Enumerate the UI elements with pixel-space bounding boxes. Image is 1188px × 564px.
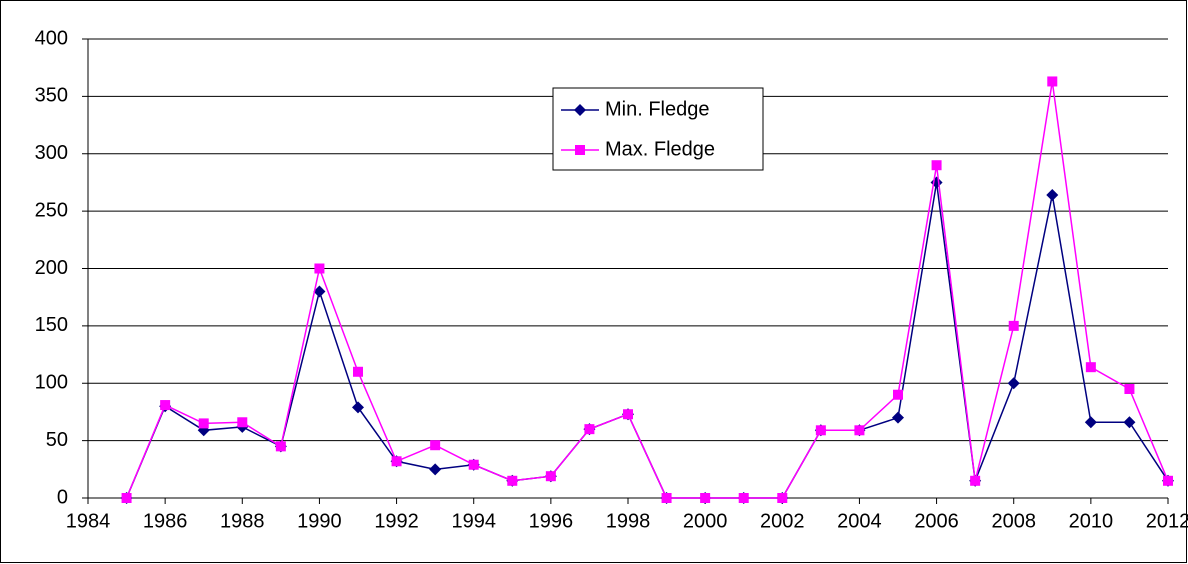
marker <box>507 475 518 486</box>
legend-label: Min. Fledge <box>605 98 710 120</box>
x-tick-label: 2008 <box>991 510 1036 532</box>
marker <box>313 285 326 298</box>
marker <box>1008 320 1019 331</box>
marker <box>584 424 595 435</box>
marker <box>777 493 788 503</box>
legend-label: Max. Fledge <box>605 138 715 160</box>
y-tick-label: 200 <box>35 257 68 279</box>
marker <box>468 459 479 470</box>
marker <box>237 417 248 428</box>
marker <box>1163 475 1173 486</box>
x-tick-label: 1992 <box>374 510 419 532</box>
y-tick-label: 400 <box>35 27 68 49</box>
marker <box>931 160 942 171</box>
x-tick-label: 1988 <box>220 510 265 532</box>
marker <box>1007 377 1020 390</box>
marker <box>275 441 286 452</box>
marker <box>700 493 711 503</box>
x-tick-label: 2006 <box>914 510 959 532</box>
marker <box>815 425 826 436</box>
marker <box>1124 383 1135 394</box>
x-tick-label: 2000 <box>683 510 728 532</box>
marker <box>121 493 132 503</box>
marker <box>893 389 903 400</box>
y-tick-label: 0 <box>57 486 68 508</box>
marker <box>970 475 981 486</box>
marker <box>353 366 363 377</box>
marker <box>352 401 364 414</box>
y-tick-label: 50 <box>46 429 68 451</box>
y-tick-label: 350 <box>35 85 68 107</box>
marker <box>314 263 325 274</box>
marker <box>661 493 672 503</box>
x-tick-label: 1990 <box>297 510 342 532</box>
marker <box>391 456 402 467</box>
marker <box>198 418 209 429</box>
marker <box>1123 416 1136 429</box>
marker <box>430 440 441 451</box>
series-line <box>125 81 1169 499</box>
marker <box>738 493 749 503</box>
marker <box>1085 362 1096 373</box>
marker <box>429 463 442 476</box>
marker <box>160 400 171 411</box>
x-tick-label: 2012 <box>1146 510 1188 532</box>
marker <box>1046 189 1059 202</box>
marker <box>574 104 586 116</box>
x-tick-label: 2010 <box>1069 510 1114 532</box>
marker <box>1047 76 1058 87</box>
marker <box>575 145 585 155</box>
x-tick-label: 1986 <box>143 510 188 532</box>
y-tick-label: 250 <box>35 199 68 221</box>
marker <box>854 425 865 436</box>
x-tick-label: 2004 <box>837 510 882 532</box>
x-tick-label: 1996 <box>529 510 574 532</box>
marker <box>892 411 904 424</box>
x-tick-label: 2002 <box>760 510 805 532</box>
x-tick-label: 1994 <box>451 510 496 532</box>
x-tick-label: 1998 <box>606 510 651 532</box>
y-tick-label: 100 <box>35 372 68 394</box>
y-tick-label: 300 <box>35 142 68 164</box>
legend-box <box>552 87 764 171</box>
x-tick-label: 1984 <box>66 510 111 532</box>
marker <box>1084 416 1097 429</box>
marker <box>623 409 633 420</box>
y-tick-label: 150 <box>35 314 68 336</box>
marker <box>545 471 556 482</box>
